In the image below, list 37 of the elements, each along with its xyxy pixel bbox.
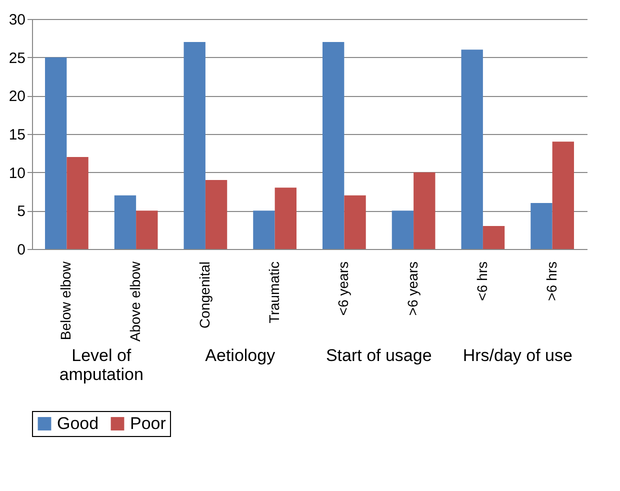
bar [344, 195, 366, 249]
x-tick-label: <6 hrs [474, 262, 490, 301]
x-tick-label: Traumatic [266, 262, 282, 324]
x-tick-label: >6 years [404, 262, 421, 316]
bar [482, 226, 505, 249]
y-tick-label: 5 [17, 203, 26, 220]
bar [136, 210, 158, 249]
bar [414, 172, 436, 249]
legend-label: Poor [130, 414, 166, 433]
text: Level of amputation [59, 346, 144, 384]
y-tick-label: 10 [8, 164, 26, 182]
y-tick-label: 15 [8, 126, 26, 144]
y-tick-label: 25 [8, 50, 26, 67]
bar [461, 50, 483, 249]
text: Hrs/day of use [462, 346, 572, 365]
bar [392, 210, 414, 249]
x-tick-label: >6 hrs [543, 262, 560, 301]
x-tick-label: Above elbow [127, 260, 144, 342]
bar [45, 57, 67, 249]
text: Start of usage [326, 346, 432, 365]
bar [66, 157, 88, 249]
legend-label: Good [57, 414, 99, 433]
y-tick-label: 20 [8, 88, 26, 106]
y-tick-label: 30 [8, 12, 26, 28]
bar [274, 188, 296, 249]
bar [253, 210, 275, 249]
y-tick-label: 0 [17, 242, 26, 258]
x-tick-label: Below elbow [58, 260, 74, 340]
bar [530, 203, 552, 249]
bar [322, 42, 344, 249]
bar [184, 42, 206, 249]
bar [114, 195, 136, 249]
x-tick-label: <6 years [335, 262, 352, 316]
text: Aetiology [205, 346, 276, 365]
x-tick-label: Congenital [196, 262, 212, 328]
bar [552, 142, 574, 249]
bar [205, 180, 228, 249]
